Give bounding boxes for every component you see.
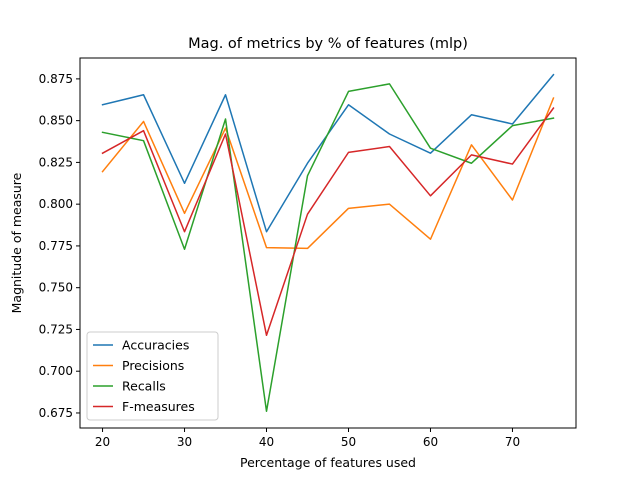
plot-area	[101, 73, 555, 413]
y-tick-label: 0.750	[39, 281, 73, 295]
x-tick-label: 60	[423, 435, 438, 449]
y-tick-label: 0.850	[39, 114, 73, 128]
x-axis-label: Percentage of features used	[240, 455, 416, 470]
y-tick-label: 0.725	[39, 322, 73, 336]
axes-frame	[79, 57, 577, 429]
y-tick-label: 0.800	[39, 197, 73, 211]
x-tick-label: 50	[341, 435, 356, 449]
legend-box	[86, 331, 219, 421]
legend: Accuracies Precisions Recalls F-measures	[86, 331, 219, 421]
x-tick-label: 30	[177, 435, 192, 449]
legend-label-recalls: Recalls	[122, 379, 166, 394]
x-tick-label: 70	[505, 435, 520, 449]
x-tick-label: 40	[259, 435, 274, 449]
series-line-f-measures	[101, 107, 555, 337]
x-axis-ticks: 20 30 40 50 60 70	[95, 428, 520, 449]
series-line-precisions	[101, 97, 555, 250]
y-axis-label: Magnitude of measure	[9, 172, 24, 313]
y-tick-label: 0.875	[39, 72, 73, 86]
x-tick-label: 20	[95, 435, 110, 449]
y-axis-ticks: 0.675 0.700 0.725 0.750 0.775 0.800 0.825 0.850…	[39, 72, 80, 420]
legend-label-f-measures: F-measures	[122, 399, 195, 414]
y-tick-label: 0.775	[39, 239, 73, 253]
legend-label-accuracies: Accuracies	[122, 338, 189, 353]
y-tick-label: 0.825	[39, 155, 73, 169]
y-tick-label: 0.700	[39, 364, 73, 378]
chart-title: Mag. of metrics by % of features (mlp)	[188, 36, 468, 52]
legend-label-precisions: Precisions	[122, 358, 184, 373]
y-tick-label: 0.675	[39, 406, 73, 420]
